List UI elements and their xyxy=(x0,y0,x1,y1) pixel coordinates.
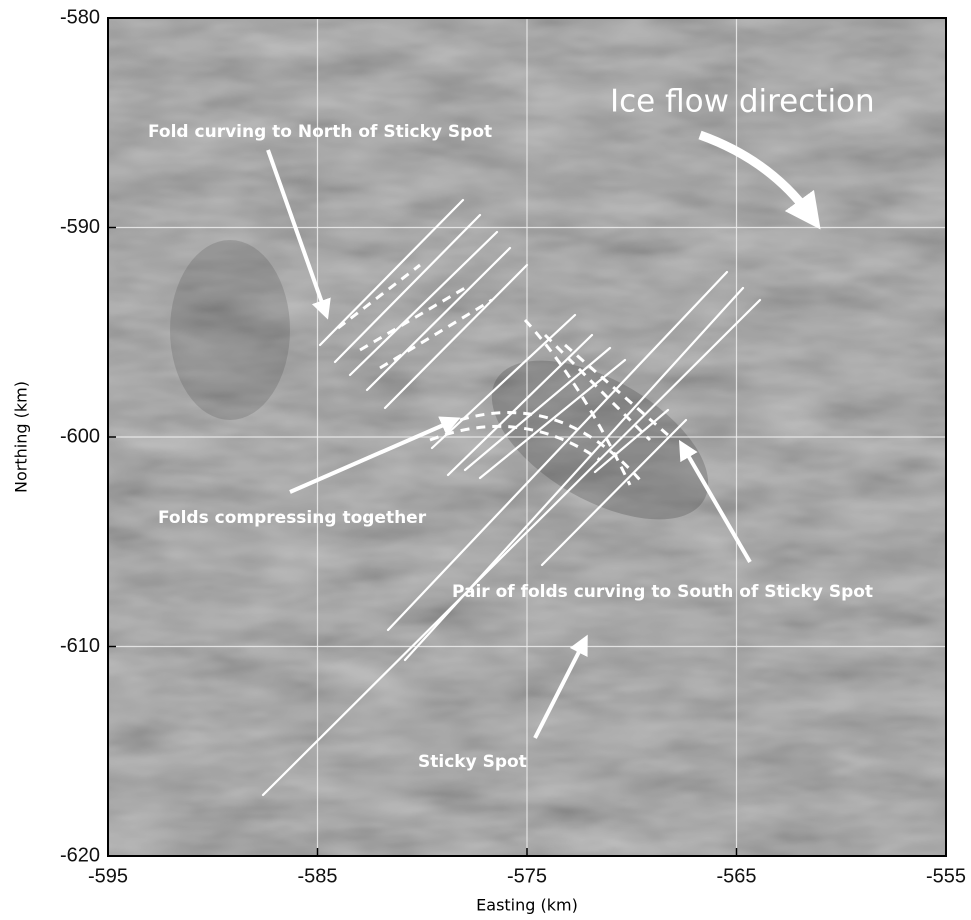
chart: Ice flow direction Fold curving to North… xyxy=(0,0,971,920)
x-tick-label: -555 xyxy=(926,865,966,887)
annotation: Ice flow direction xyxy=(610,84,875,120)
x-tick-label: -595 xyxy=(88,865,128,887)
annotation: Fold curving to North of Sticky Spot xyxy=(148,122,492,142)
y-tick-label: -590 xyxy=(60,216,100,238)
y-axis-label: Northing (km) xyxy=(12,381,31,493)
y-tick-label: -610 xyxy=(60,635,100,657)
x-tick-label: -565 xyxy=(716,865,756,887)
y-tick-label: -580 xyxy=(60,6,100,28)
y-tick-label: -620 xyxy=(60,844,100,866)
annotation: Folds compressing together xyxy=(158,508,427,528)
annotation: Sticky Spot xyxy=(418,752,527,772)
y-tick-label: -600 xyxy=(60,425,100,447)
x-axis-label: Easting (km) xyxy=(476,896,578,915)
annotation: Pair of folds curving to South of Sticky… xyxy=(452,582,873,602)
x-tick-label: -575 xyxy=(507,865,547,887)
x-tick-label: -585 xyxy=(297,865,337,887)
